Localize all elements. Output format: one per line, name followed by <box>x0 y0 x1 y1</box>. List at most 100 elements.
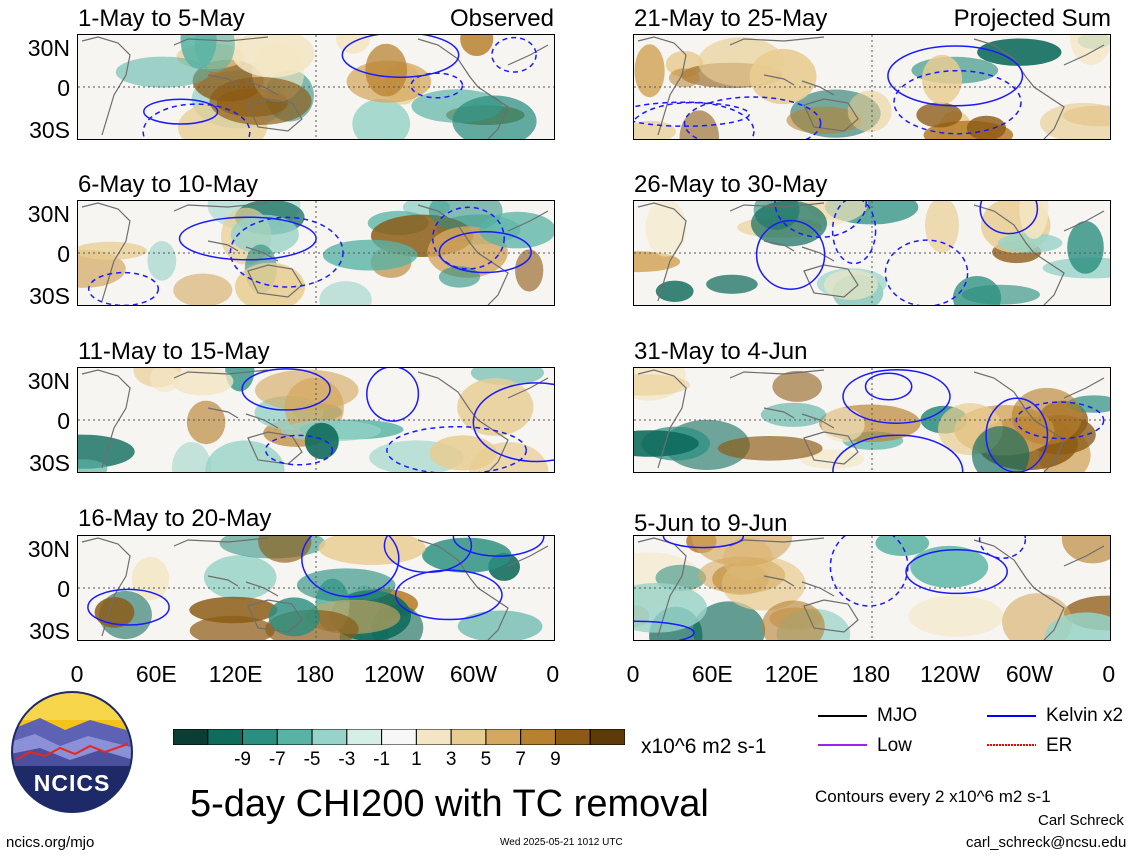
kelvin-contour <box>241 368 331 411</box>
coastline <box>81 36 131 136</box>
coastline <box>173 202 269 212</box>
positive-anomaly-patch <box>916 102 963 128</box>
positive-anomaly-patch <box>189 615 275 640</box>
lon-label: 120W <box>920 661 981 687</box>
coastline <box>637 537 687 637</box>
kelvin-contour <box>893 69 1022 135</box>
positive-anomaly-patch <box>460 35 494 56</box>
kelvin-contour <box>229 216 344 288</box>
kelvin-contour <box>832 434 964 472</box>
negative-anomaly-patch <box>634 583 707 633</box>
kelvin-contour <box>301 536 400 598</box>
panel-title: 1-May to 5-May <box>78 5 245 32</box>
lon-label: 0 <box>70 661 84 687</box>
colorbar-swatch <box>276 728 313 746</box>
positive-anomaly-patch <box>1039 102 1110 139</box>
coastline <box>247 599 303 633</box>
colorbar-tick-label: -5 <box>303 749 321 770</box>
kelvin-contour <box>1015 401 1105 440</box>
negative-anomaly-patch <box>479 211 554 249</box>
negative-anomaly-patch <box>692 601 766 640</box>
positive-anomaly-patch <box>1069 35 1110 65</box>
logo-text: NCICS <box>33 770 111 796</box>
kelvin-contour <box>394 569 503 621</box>
positive-anomaly-patch <box>171 368 234 396</box>
positive-anomaly-patch <box>131 556 170 601</box>
negative-anomaly-patch <box>952 276 1002 305</box>
colorbar-swatch <box>520 728 556 746</box>
kelvin-contour <box>366 368 420 422</box>
positive-anomaly-patch <box>634 374 690 396</box>
kelvin-contour <box>452 536 545 557</box>
kelvin-contour <box>662 536 745 549</box>
colorbar-tick-label: 3 <box>445 749 457 770</box>
colorbar-tick-label: 1 <box>411 749 422 770</box>
map-panel-11-may-15-may <box>77 367 555 473</box>
positive-anomaly-patch <box>679 110 720 139</box>
kelvin-contour <box>472 382 554 463</box>
panel-title: 26-May to 30-May <box>634 171 828 198</box>
legend-mjo-label: MJO <box>877 705 918 726</box>
lat-label: 0 <box>57 75 70 101</box>
negative-anomaly-patch <box>230 214 299 255</box>
negative-anomaly-patch <box>977 38 1062 66</box>
map-panel-1-may-5-may <box>77 34 555 140</box>
site-url: ncics.org/mjo <box>6 834 95 851</box>
positive-anomaly-patch <box>921 54 963 105</box>
colorbar-swatch <box>485 728 522 746</box>
coastline <box>803 431 859 465</box>
colorbar-swatch <box>415 728 452 746</box>
colorbar-swatch <box>381 728 417 746</box>
negative-anomaly-patch <box>875 536 930 556</box>
positive-anomaly-patch <box>800 449 865 469</box>
positive-anomaly-patch <box>94 597 135 628</box>
coastline <box>729 369 825 379</box>
kelvin-contour <box>87 271 160 305</box>
kelvin-contour <box>884 239 969 305</box>
negative-anomaly-patch <box>452 95 537 139</box>
kelvin-contour <box>634 101 755 139</box>
positive-anomaly-patch <box>173 273 233 305</box>
negative-anomaly-patch <box>634 430 699 457</box>
coastline <box>637 202 687 302</box>
negative-anomaly-patch <box>322 239 418 271</box>
negative-anomaly-patch <box>78 459 108 472</box>
lat-label: 30S <box>29 618 70 644</box>
panel-title: 11-May to 15-May <box>78 338 270 365</box>
coastline <box>1063 210 1105 232</box>
negative-anomaly-patch <box>910 545 989 588</box>
ncics-logo: NCICS <box>10 690 134 814</box>
kelvin-contour <box>634 101 750 127</box>
kelvin-contour <box>341 35 460 78</box>
author-name: Carl Schreck <box>1038 812 1124 829</box>
kelvin-contour <box>178 216 317 261</box>
colorbar-tick-label: 9 <box>550 749 561 770</box>
coastline <box>729 202 825 212</box>
map-panel-5-jun-9-jun <box>633 535 1111 641</box>
negative-anomaly-patch <box>147 241 177 281</box>
coastline <box>247 431 303 465</box>
coastline <box>81 202 131 302</box>
negative-anomaly-patch <box>760 402 827 427</box>
positive-anomaly-patch <box>457 378 534 436</box>
positive-anomaly-patch <box>258 536 312 563</box>
panel-title: 31-May to 4-Jun <box>634 338 808 365</box>
panel-title: 16-May to 20-May <box>78 505 272 532</box>
colorbar-tick-label: -7 <box>268 749 286 770</box>
panel-title: 5-Jun to 9-Jun <box>634 510 788 537</box>
positive-anomaly-patch <box>186 400 226 445</box>
positive-anomaly-patch <box>78 241 147 260</box>
positive-anomaly-patch <box>761 600 825 640</box>
map-panel-31-may-4-jun <box>633 367 1111 473</box>
kelvin-contour <box>774 201 867 238</box>
negative-anomaly-patch <box>1067 221 1104 274</box>
negative-anomaly-patch <box>751 201 827 247</box>
positive-anomaly-patch <box>847 90 892 132</box>
negative-anomaly-patch <box>115 56 210 88</box>
coastline <box>247 98 303 132</box>
kelvin-contour <box>985 397 1049 472</box>
observed-label: Observed <box>449 5 554 32</box>
coastline <box>81 537 131 637</box>
lat-label: 30N <box>27 368 70 394</box>
lat-label: 30N <box>27 35 70 61</box>
